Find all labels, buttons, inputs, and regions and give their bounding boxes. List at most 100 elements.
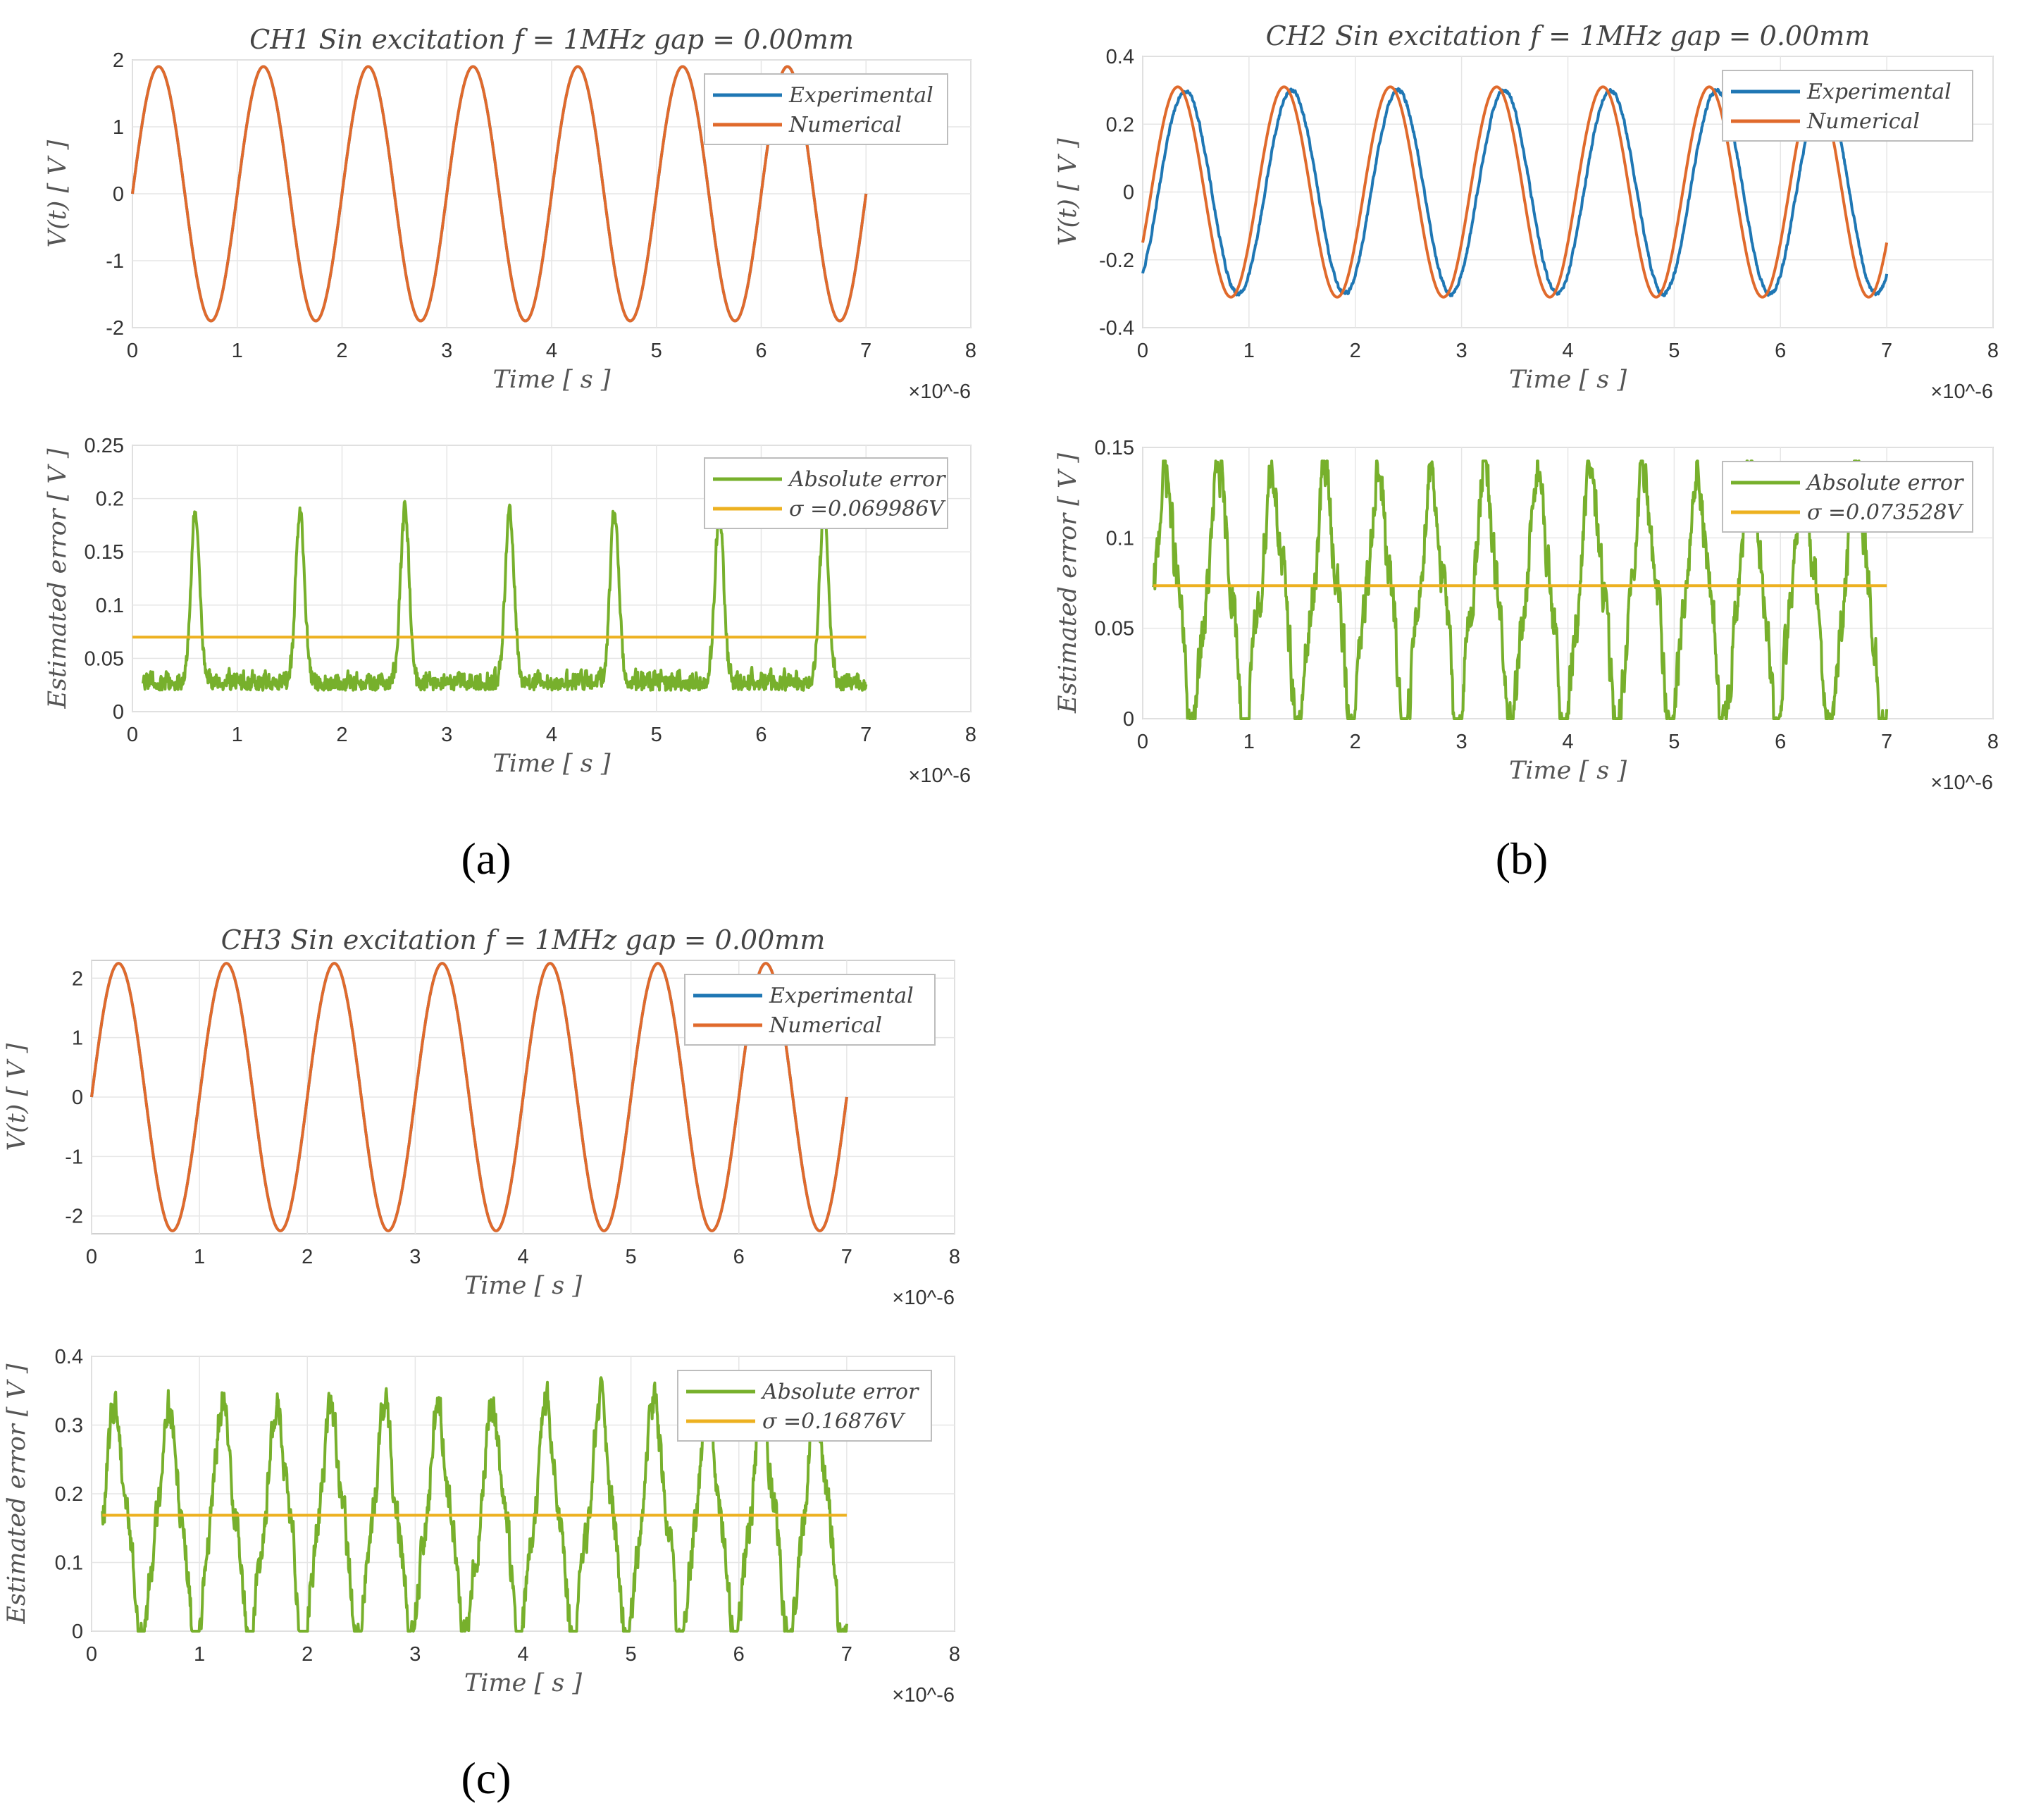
y-tick-label: -1 [106, 250, 124, 273]
legend: Experimental Numerical [704, 73, 948, 145]
x-tick-label: 3 [1456, 731, 1467, 753]
x-axis-multiplier: ×10^-6 [1930, 380, 1993, 403]
x-tick-label: 5 [651, 724, 662, 746]
y-tick-label: 0.2 [1106, 113, 1134, 136]
x-tick-label: 6 [733, 1246, 745, 1268]
legend: Absolute error σ =0.069986V [704, 457, 948, 529]
x-tick-label: 3 [1456, 340, 1467, 362]
legend-box [684, 974, 936, 1046]
x-tick-label: 7 [841, 1246, 852, 1268]
x-tick-label: 2 [336, 340, 347, 362]
y-tick-label: 0.2 [55, 1483, 83, 1506]
y-tick-label: 0 [113, 701, 124, 724]
legend-box [677, 1370, 932, 1442]
x-tick-label: 7 [841, 1643, 852, 1666]
ch1-error-plot: 0 1 2 3 4 5 6 7 8 0 0.05 0.1 0.15 0.2 0.25 Time [ s ] ×1… [44, 435, 976, 787]
y-tick-label: 1 [113, 116, 124, 139]
x-tick-label: 8 [949, 1246, 960, 1268]
y-tick-label: -0.4 [1099, 317, 1134, 340]
x-tick-label: 4 [517, 1246, 528, 1268]
x-tick-label: 1 [194, 1643, 205, 1666]
ch1-voltage-plot: 0 1 2 3 4 5 6 7 8 -2 -1 0 1 2 CH1 Sin excitation f = 1… [44, 24, 976, 403]
ch3-voltage-plot: 0 1 2 3 4 5 6 7 8 -2 -1 0 1 2 CH3 Sin excitation f = 1… [3, 924, 960, 1309]
y-tick-label: 0.1 [55, 1552, 83, 1575]
series-line-absolute-error [1152, 459, 1889, 720]
legend-entry: Experimental [769, 984, 914, 1008]
x-axis-multiplier: ×10^-6 [908, 764, 971, 787]
y-tick-label: -0.2 [1099, 249, 1134, 272]
x-tick-label: 6 [755, 340, 767, 362]
x-tick-label: 2 [1350, 340, 1361, 362]
x-tick-label: 1 [232, 340, 243, 362]
x-tick-label: 0 [127, 724, 138, 746]
x-axis-label: Time [ s ] [492, 366, 610, 394]
legend-box [1722, 461, 1973, 533]
y-tick-label: 0.4 [55, 1346, 83, 1368]
ch2-voltage-plot: 0 1 2 3 4 5 6 7 8 -0.4 -0.2 0 0.2 0.4 CH2 Sin excitati… [1054, 20, 1999, 403]
legend-box [1722, 70, 1973, 142]
x-tick-label: 5 [626, 1643, 637, 1666]
legend-entry: Experimental [788, 83, 933, 108]
legend-entry: σ =0.069986V [789, 497, 946, 521]
legend: Absolute error σ =0.16876V [677, 1370, 932, 1442]
x-tick-label: 6 [1775, 340, 1786, 362]
x-tick-label: 7 [860, 724, 871, 746]
y-tick-label: 0.1 [96, 595, 124, 617]
panel-label-b: (b) [1496, 834, 1549, 884]
y-tick-label: -1 [65, 1146, 83, 1168]
legend-entry: Absolute error [787, 467, 946, 492]
y-tick-label: 0.25 [85, 435, 124, 457]
x-tick-label: 1 [194, 1246, 205, 1268]
y-tick-label: 0.3 [55, 1415, 83, 1437]
x-tick-label: 6 [733, 1643, 745, 1666]
x-tick-label: 3 [409, 1246, 421, 1268]
y-axis-label: Estimated error [ V ] [3, 1363, 31, 1624]
legend: Absolute error σ =0.073528V [1722, 461, 1973, 533]
legend-entry: Experimental [1806, 80, 1951, 104]
x-tick-label: 5 [626, 1246, 637, 1268]
series-line-numerical [131, 65, 868, 323]
x-axis-multiplier: ×10^-6 [1930, 772, 1993, 794]
legend: Experimental Numerical [684, 974, 936, 1046]
x-tick-label: 1 [1243, 731, 1255, 753]
y-tick-label: 0 [113, 183, 124, 206]
x-axis-label: Time [ s ] [464, 1669, 582, 1697]
y-tick-label: 0 [72, 1621, 83, 1643]
x-tick-label: 6 [1775, 731, 1786, 753]
x-tick-label: 7 [860, 340, 871, 362]
x-axis-multiplier: ×10^-6 [892, 1287, 955, 1309]
x-tick-label: 8 [1987, 340, 1999, 362]
panel-label-a: (a) [461, 834, 511, 884]
legend-entry: σ =0.073528V [1807, 500, 1964, 525]
x-axis-multiplier: ×10^-6 [892, 1684, 955, 1707]
x-tick-label: 1 [1243, 340, 1255, 362]
legend-entry: Numerical [788, 113, 902, 137]
series-line-numerical [1141, 85, 1889, 299]
y-axis-label: V(t) [ V ] [1054, 138, 1082, 246]
x-tick-label: 8 [949, 1643, 960, 1666]
legend-box [704, 457, 948, 529]
y-tick-label: 0.15 [85, 541, 124, 564]
x-tick-label: 3 [441, 724, 452, 746]
chart-title: CH1 Sin excitation f = 1MHz gap = 0.00mm [249, 24, 854, 55]
x-tick-label: 7 [1881, 340, 1892, 362]
y-tick-label: 0 [1123, 708, 1134, 731]
y-tick-label: -2 [106, 317, 124, 340]
y-tick-label: 0.2 [96, 488, 124, 511]
x-axis-label: Time [ s ] [1509, 366, 1627, 394]
y-tick-label: 0 [72, 1087, 83, 1109]
y-tick-label: 2 [113, 49, 124, 72]
legend-entry: Numerical [1806, 109, 1920, 134]
x-tick-label: 0 [127, 340, 138, 362]
y-axis-label: Estimated error [ V ] [44, 448, 72, 709]
x-axis-multiplier: ×10^-6 [908, 380, 971, 403]
x-axis-label: Time [ s ] [1509, 757, 1627, 785]
y-tick-label: 0.05 [1095, 618, 1134, 640]
y-tick-label: 0 [1123, 182, 1134, 204]
x-tick-label: 0 [86, 1643, 97, 1666]
legend-box [704, 73, 948, 145]
series-line-absolute-error [141, 500, 868, 692]
x-tick-label: 2 [1350, 731, 1361, 753]
x-tick-label: 2 [302, 1246, 313, 1268]
